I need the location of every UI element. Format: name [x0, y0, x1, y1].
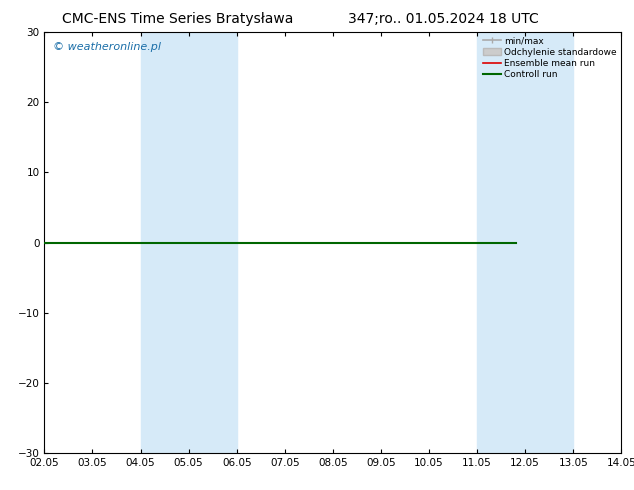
Bar	[477, 32, 525, 453]
Text: 347;ro.. 01.05.2024 18 UTC: 347;ro.. 01.05.2024 18 UTC	[349, 12, 539, 26]
Legend: min/max, Odchylenie standardowe, Ensemble mean run, Controll run: min/max, Odchylenie standardowe, Ensembl…	[481, 35, 619, 81]
Bar	[189, 32, 236, 453]
Bar	[141, 32, 189, 453]
Text: CMC-ENS Time Series Bratysława: CMC-ENS Time Series Bratysława	[62, 12, 293, 26]
Bar	[525, 32, 573, 453]
Text: © weatheronline.pl: © weatheronline.pl	[53, 43, 161, 52]
